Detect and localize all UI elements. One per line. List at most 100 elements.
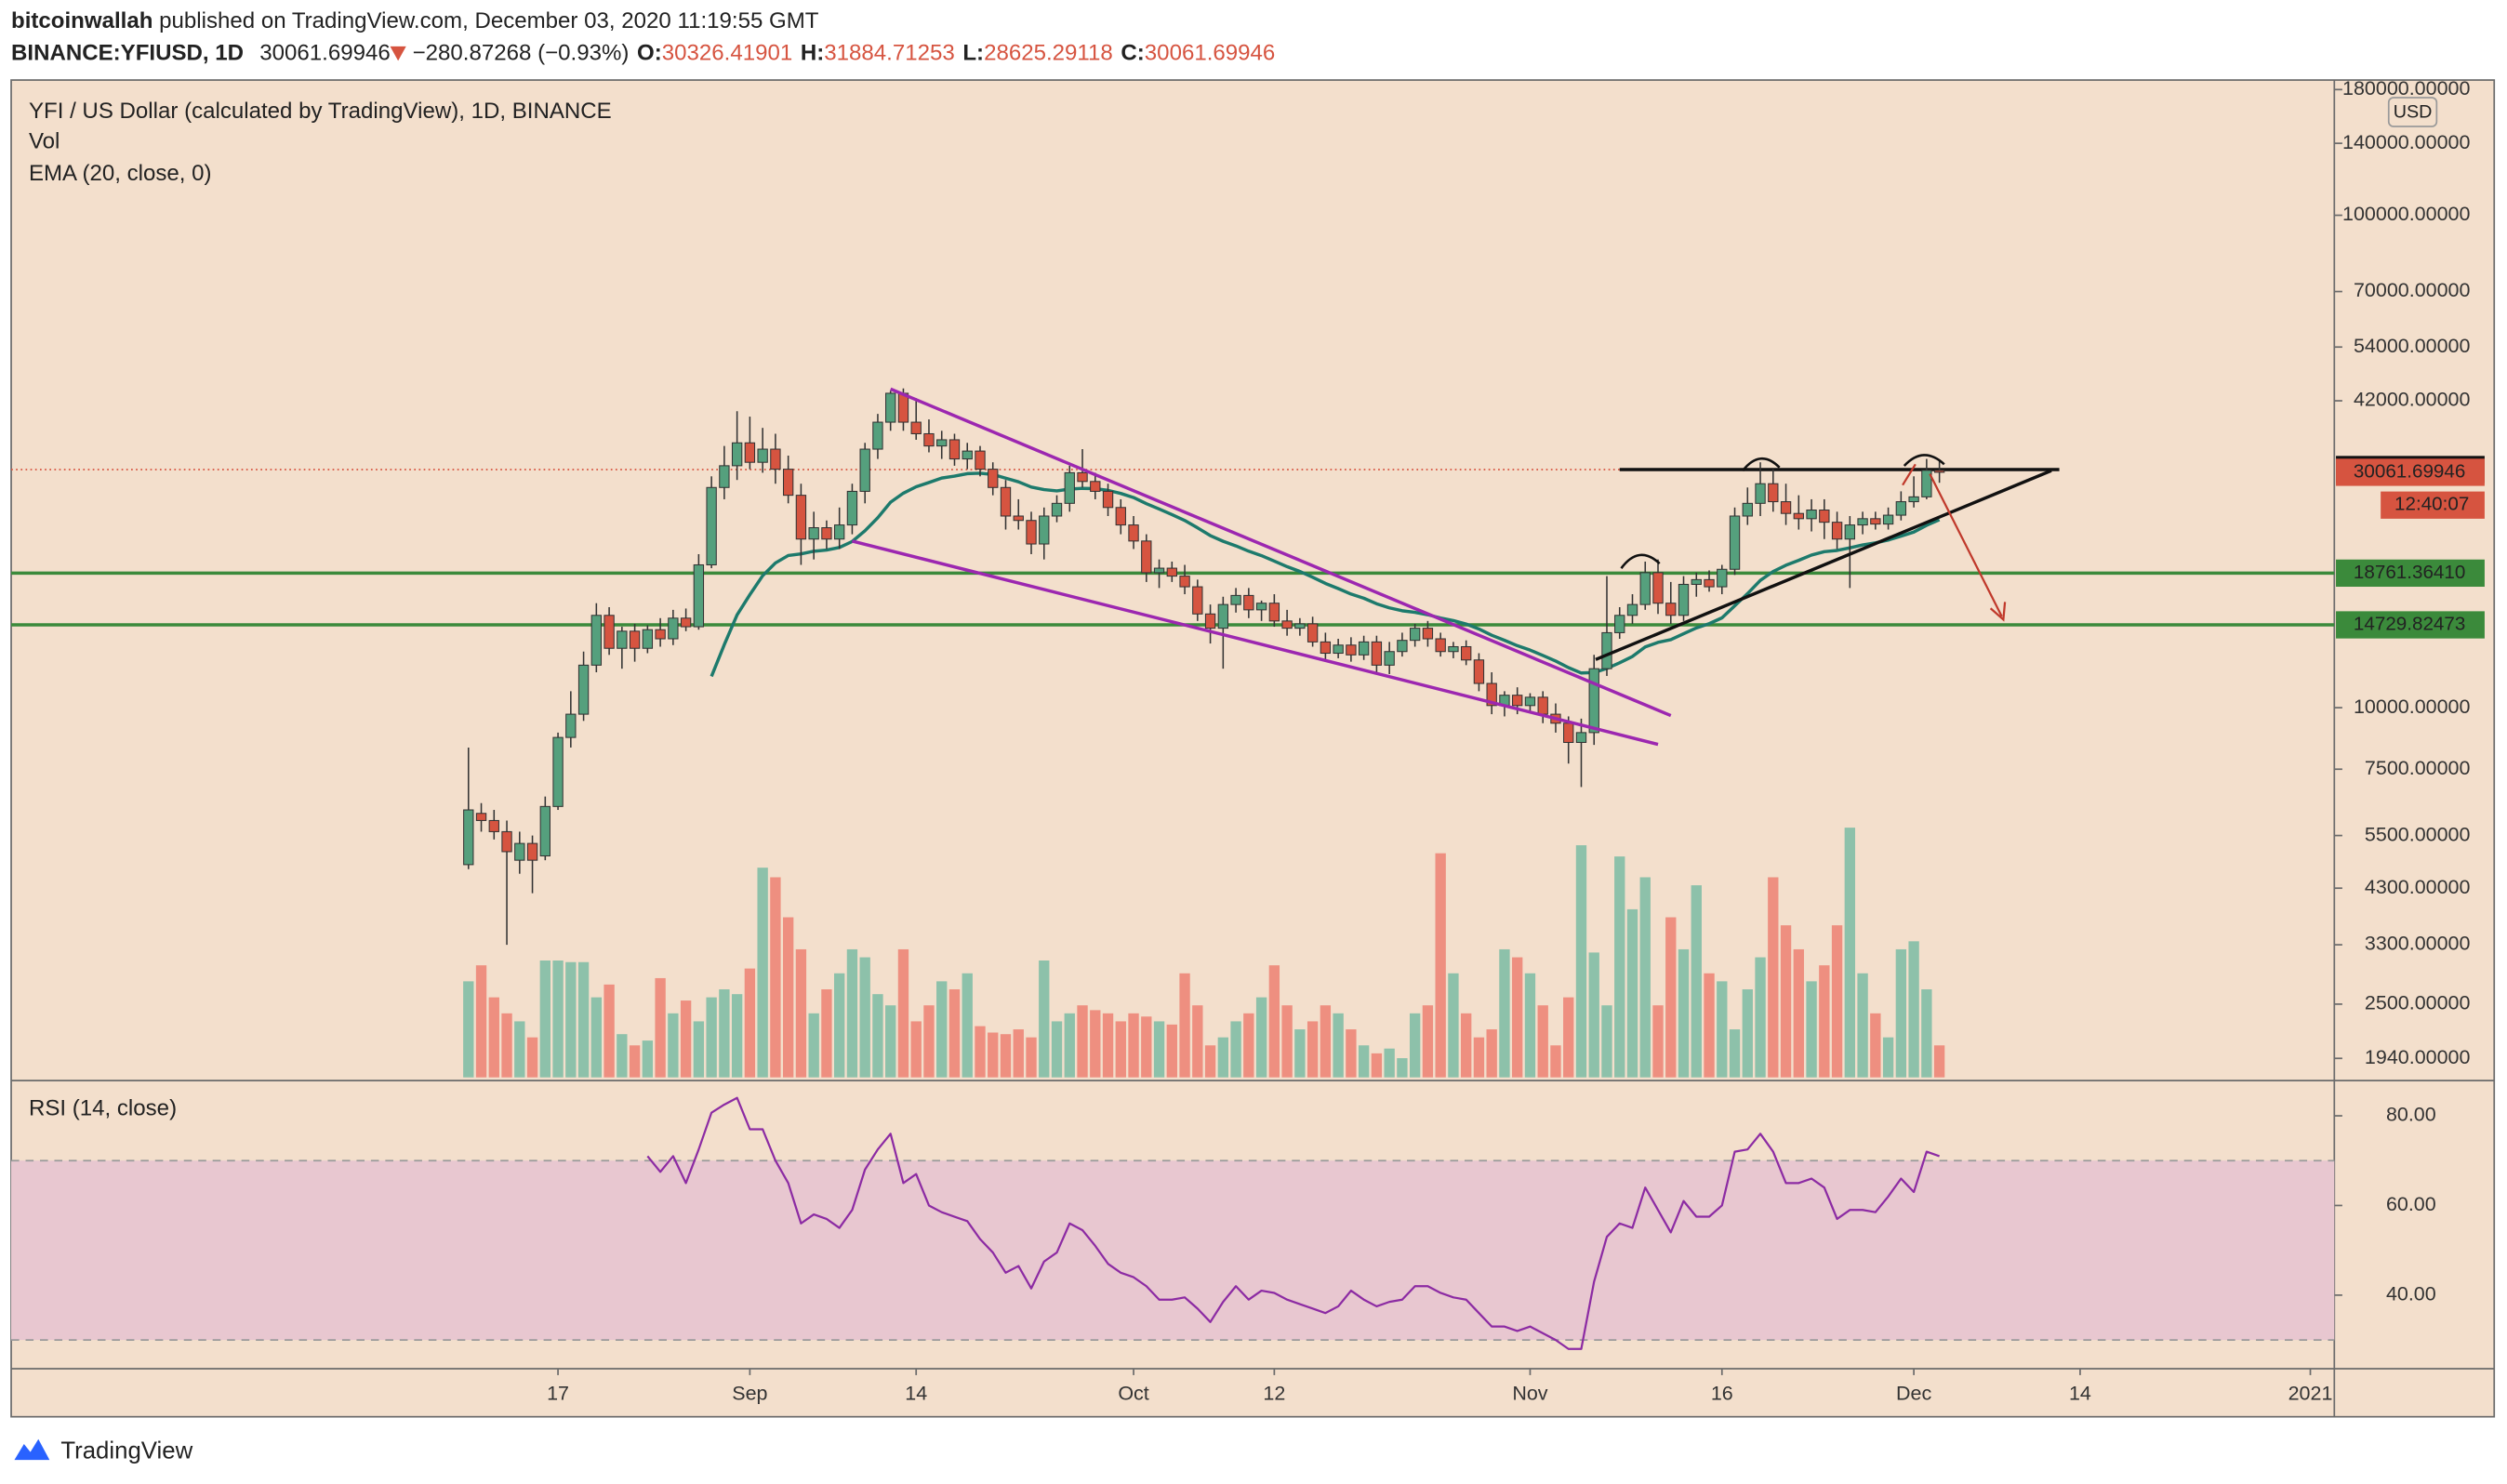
candle-body — [1422, 628, 1434, 640]
volume-bar — [655, 977, 666, 1078]
candle-body — [1064, 471, 1075, 504]
volume-bar — [923, 1005, 935, 1078]
volume-bar — [1780, 925, 1792, 1078]
candle-body — [962, 450, 973, 460]
candle-body — [834, 524, 845, 540]
volume-bar — [1268, 965, 1280, 1078]
candle-body — [1742, 502, 1753, 517]
volume-bar — [693, 1021, 705, 1078]
volume-bar — [488, 997, 499, 1078]
candle-body — [1026, 520, 1037, 545]
candle-body — [604, 615, 615, 649]
y-tick-label: 70000.00000 — [2354, 279, 2471, 301]
volume-bar — [1358, 1045, 1370, 1078]
volume-bar — [719, 989, 730, 1078]
volume-bar — [1819, 965, 1830, 1078]
y-tick-label: 42000.00000 — [2354, 389, 2471, 411]
volume-bar — [1639, 877, 1651, 1078]
x-tick-label: 14 — [2069, 1382, 2091, 1404]
volume-bar — [988, 1032, 999, 1078]
volume-bar — [706, 997, 717, 1078]
y-tick-label: 40.00 — [2386, 1283, 2436, 1305]
volume-bar — [1281, 1005, 1293, 1078]
candle-body — [1217, 603, 1229, 629]
candle-body — [1639, 572, 1651, 605]
level-tag — [2336, 559, 2485, 588]
candle-body — [1000, 486, 1012, 517]
candle-body — [1039, 515, 1050, 545]
x-tick-label: 17 — [547, 1382, 569, 1404]
candle-body — [1448, 645, 1459, 653]
currency-box[interactable] — [2387, 97, 2438, 127]
volume-bar — [1575, 845, 1587, 1078]
x-tick-label: Sep — [732, 1382, 767, 1404]
brand: TradingView — [60, 1438, 192, 1464]
volume-bar — [1422, 1005, 1434, 1078]
tag-layer: 30453.0037718761.3641014729.8247330061.6… — [2336, 456, 2485, 639]
candle-body — [1166, 567, 1177, 577]
candle-body — [1384, 651, 1395, 666]
volume-bar — [1512, 957, 1523, 1078]
volume-bar — [1742, 989, 1753, 1078]
volume-bar — [1665, 917, 1677, 1078]
y-tick-label: 60.00 — [2386, 1193, 2436, 1215]
candle-body — [642, 629, 654, 649]
volume-bar — [629, 1045, 641, 1078]
candle-body — [719, 465, 730, 488]
candle-body — [1665, 603, 1677, 616]
candle-body — [629, 630, 641, 649]
volume-bar — [1729, 1029, 1741, 1078]
symbol: BINANCE:YFIUSD, 1D — [11, 41, 244, 66]
volume-bar — [1115, 1021, 1126, 1078]
volume-bar — [770, 877, 781, 1078]
down-arrow — [390, 46, 406, 61]
candle-body — [539, 805, 550, 857]
level-tag — [2336, 611, 2485, 639]
volume-bar — [1895, 948, 1907, 1078]
candle-body — [923, 432, 935, 447]
volume-bar — [1614, 856, 1625, 1078]
y-tick-label: 7500.00000 — [2365, 757, 2471, 779]
legend-volume: Vol — [29, 129, 60, 154]
volume-bar — [1320, 1005, 1332, 1078]
volume-bar — [859, 957, 870, 1078]
candle-body — [1704, 578, 1715, 588]
ohlc-label: O: — [637, 41, 662, 66]
candle-body — [617, 630, 628, 649]
candle-body — [1461, 645, 1472, 661]
volume-bar — [1333, 1013, 1344, 1078]
candle-body — [668, 617, 679, 640]
volume-bar — [1051, 1021, 1063, 1078]
ohlc-line: −280.87268 (−0.93%) O:30326.41901 H:31884.… — [413, 41, 1276, 66]
candle-body — [1486, 682, 1497, 707]
drawings — [852, 387, 2052, 747]
candle-body — [1320, 641, 1332, 655]
candle-body — [1870, 518, 1881, 525]
candle-body — [1652, 572, 1664, 604]
wedge-line — [890, 387, 1672, 718]
candle-body — [1768, 483, 1779, 503]
volume-bar — [795, 948, 807, 1078]
x-tick-label: Oct — [1118, 1382, 1148, 1404]
candle-body — [1921, 470, 1932, 497]
y-tick-label: 140000.00000 — [2342, 131, 2470, 153]
candle-body — [1115, 507, 1126, 526]
candle-body — [1473, 659, 1485, 684]
volume-bar — [1678, 948, 1690, 1078]
close-value: 30061.69946 — [1145, 41, 1276, 66]
y-tick-label: 1940.00000 — [2365, 1046, 2471, 1068]
rsi-band-layer — [11, 1096, 2335, 1350]
candle-body — [1512, 695, 1523, 707]
volume-bar — [846, 948, 858, 1078]
volume-bar — [1704, 973, 1715, 1078]
candle-body — [1371, 641, 1383, 666]
volume-bar — [1933, 1045, 1945, 1078]
volume-bar — [1243, 1013, 1254, 1078]
volume-bar — [1626, 908, 1638, 1078]
volume-bar — [1755, 957, 1766, 1078]
volume-layer — [463, 828, 1945, 1078]
volume-bar — [1230, 1021, 1241, 1078]
candle-body — [872, 421, 883, 450]
